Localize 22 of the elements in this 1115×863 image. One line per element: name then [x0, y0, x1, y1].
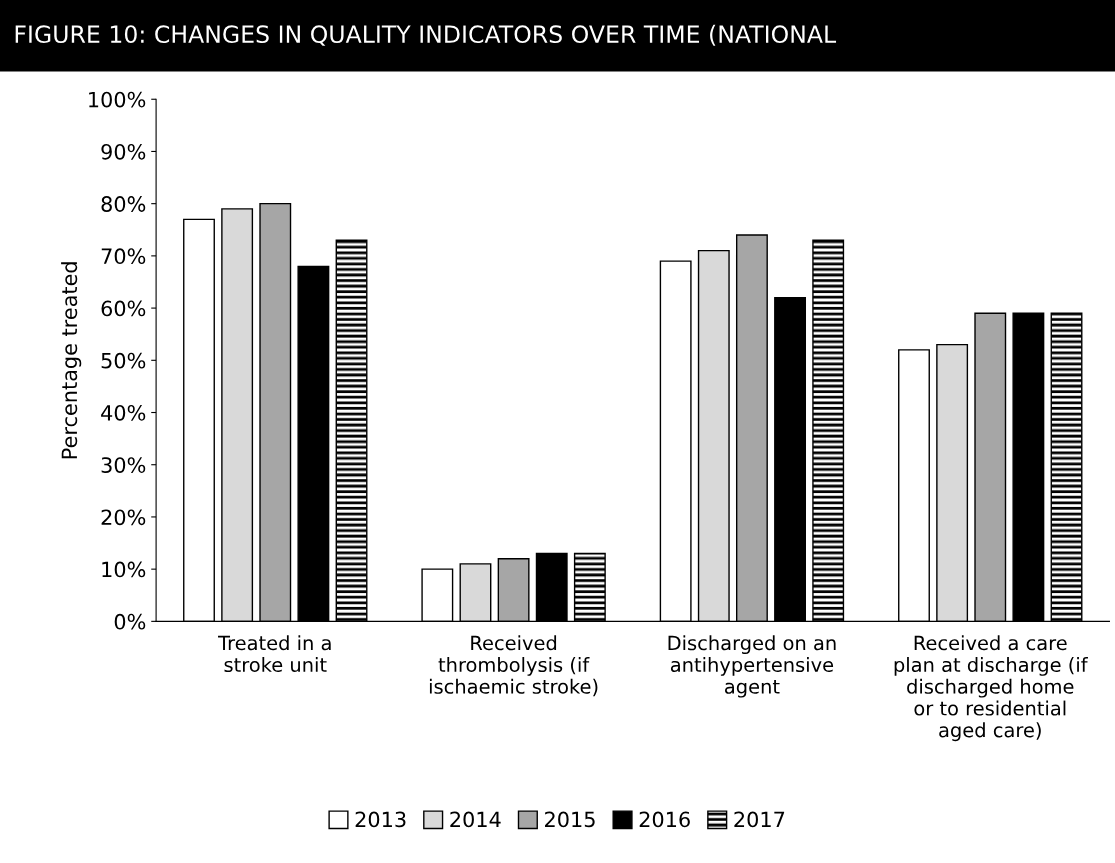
y-axis-title: Percentage treated — [61, 262, 82, 459]
y-tick-label: 90% — [101, 143, 146, 160]
legend-label: 2016 — [639, 811, 690, 828]
x-tick-label: Received thrombolysis (if ischaemic stroke) — [429, 635, 598, 697]
y-tick-label: 20% — [101, 509, 146, 526]
legend-label: 2014 — [450, 811, 501, 828]
legend-label: 2013 — [355, 811, 406, 828]
chart-title: FIGURE 10: CHANGES IN QUALITY INDICATORS OVER TIME (NATIONAL — [15, 24, 837, 46]
y-tick-label: 70% — [101, 248, 146, 265]
x-tick-label: Treated in a stroke unit — [218, 635, 331, 673]
y-tick-label: 50% — [101, 352, 146, 369]
y-tick-label: 100% — [89, 91, 146, 108]
y-tick-label: 0% — [114, 613, 146, 630]
y-tick-label: 40% — [101, 404, 146, 421]
y-tick-label: 10% — [102, 561, 146, 578]
legend-label: 2017 — [734, 811, 785, 828]
y-tick-label: 30% — [101, 457, 146, 473]
x-tick-label: Received a care plan at discharge (if discharged home or to residential aged care) — [894, 635, 1088, 742]
x-tick-label: Discharged on an antihypertensive agent — [668, 635, 836, 698]
y-tick-label: 80% — [101, 196, 146, 212]
y-tick-label: 60% — [101, 300, 146, 317]
legend-label: 2015 — [545, 811, 595, 828]
